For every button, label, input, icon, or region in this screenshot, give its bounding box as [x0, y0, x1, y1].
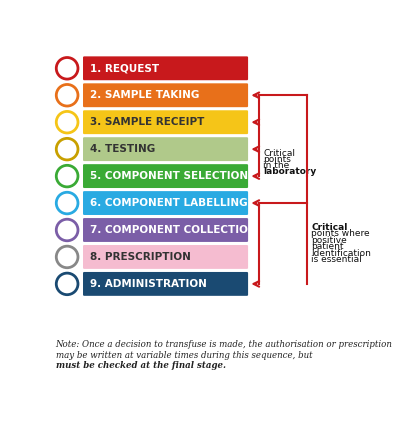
Circle shape	[56, 192, 78, 214]
FancyBboxPatch shape	[83, 164, 248, 188]
Text: identification: identification	[311, 249, 371, 258]
Text: 2. SAMPLE TAKING: 2. SAMPLE TAKING	[90, 90, 200, 100]
Text: in the: in the	[263, 161, 290, 170]
FancyBboxPatch shape	[83, 245, 248, 269]
Text: 6. COMPONENT LABELLING: 6. COMPONENT LABELLING	[90, 198, 248, 208]
Text: laboratory: laboratory	[263, 167, 316, 176]
Text: 7. COMPONENT COLLECTION: 7. COMPONENT COLLECTION	[90, 225, 257, 235]
Circle shape	[56, 219, 78, 241]
FancyBboxPatch shape	[83, 110, 248, 134]
FancyBboxPatch shape	[83, 137, 248, 161]
Circle shape	[56, 165, 78, 187]
Circle shape	[56, 246, 78, 268]
Text: 3. SAMPLE RECEIPT: 3. SAMPLE RECEIPT	[90, 117, 205, 127]
FancyBboxPatch shape	[83, 83, 248, 107]
Circle shape	[56, 138, 78, 160]
FancyBboxPatch shape	[83, 56, 248, 80]
Text: 1. REQUEST: 1. REQUEST	[90, 63, 159, 73]
Text: 5. COMPONENT SELECTION: 5. COMPONENT SELECTION	[90, 171, 249, 181]
Text: patient: patient	[311, 242, 344, 251]
Text: 4. TESTING: 4. TESTING	[90, 144, 156, 154]
FancyBboxPatch shape	[83, 272, 248, 296]
Text: is essential: is essential	[311, 256, 362, 265]
Text: positive: positive	[311, 236, 347, 245]
Text: 9. ADMINISTRATION: 9. ADMINISTRATION	[90, 279, 207, 289]
Text: 8. PRESCRIPTION: 8. PRESCRIPTION	[90, 252, 191, 262]
FancyBboxPatch shape	[83, 218, 248, 242]
Text: Critical: Critical	[311, 223, 348, 232]
Text: points: points	[263, 155, 291, 164]
Text: points where: points where	[311, 229, 370, 238]
Circle shape	[56, 57, 78, 79]
Circle shape	[56, 84, 78, 106]
Text: must be checked at the final stage.: must be checked at the final stage.	[55, 361, 225, 370]
Circle shape	[56, 273, 78, 295]
Text: Critical: Critical	[263, 149, 295, 158]
FancyBboxPatch shape	[83, 191, 248, 215]
Circle shape	[56, 111, 78, 133]
Text: Note: Once a decision to transfuse is made, the authorisation or prescription
ma: Note: Once a decision to transfuse is ma…	[55, 340, 392, 360]
